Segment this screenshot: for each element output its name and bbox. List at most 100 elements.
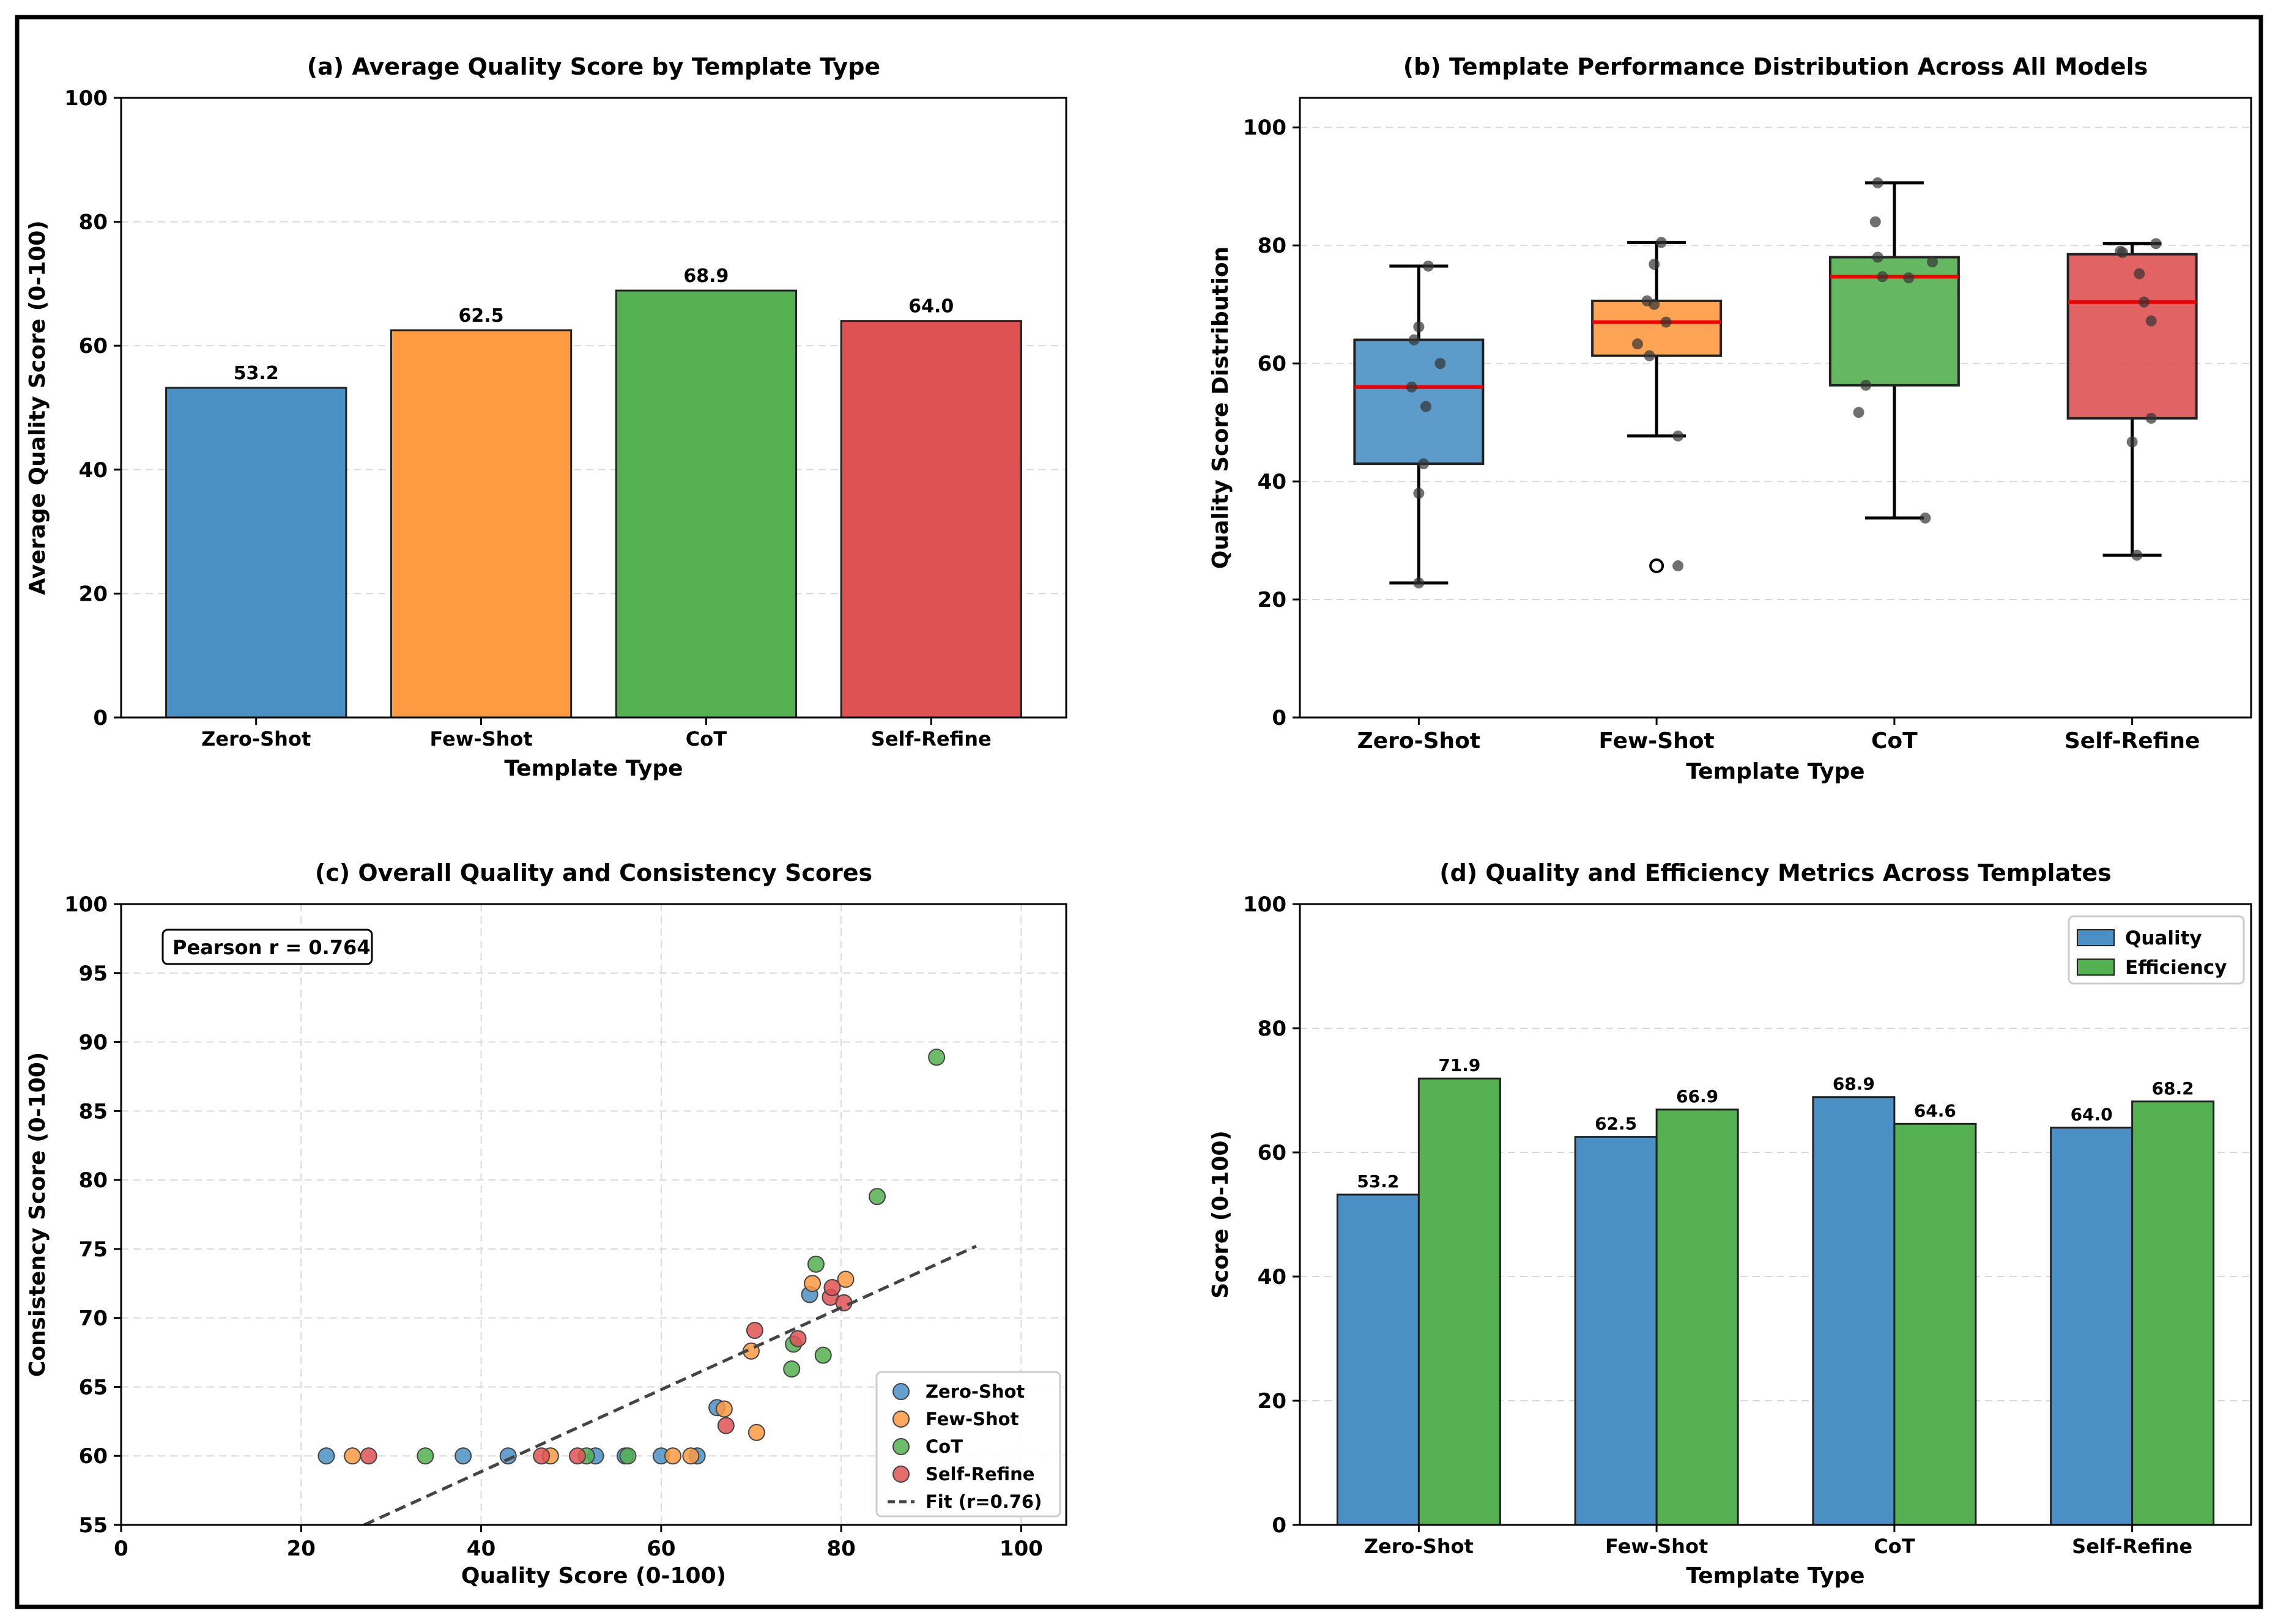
y-tick-label: 100 <box>1243 892 1286 917</box>
y-tick-label: 20 <box>1258 588 1286 612</box>
y-tick-label: 55 <box>79 1513 108 1538</box>
pearson-annotation: Pearson r = 0.764 <box>173 936 371 959</box>
y-tick-label: 60 <box>1258 1141 1286 1165</box>
scatter-point <box>928 1048 946 1066</box>
y-tick-label: 40 <box>1258 470 1286 494</box>
bar-quality-cot <box>1812 1096 1896 1526</box>
y-tick-label: 0 <box>1272 1513 1286 1538</box>
bar-value-label: 64.6 <box>1914 1100 1956 1121</box>
legend-label: Self-Refine <box>926 1464 1034 1485</box>
outlier-point <box>1649 558 1664 574</box>
bar-value-label: 53.2 <box>1357 1171 1399 1192</box>
jitter-point <box>1672 560 1684 572</box>
bar-value-label: 68.2 <box>2152 1078 2194 1099</box>
y-tick-label: 0 <box>1272 706 1286 730</box>
fit-line <box>363 1245 977 1527</box>
jitter-point <box>1413 488 1425 499</box>
x-axis-label: Template Type <box>1686 759 1864 784</box>
bar-few-shot <box>390 329 573 719</box>
x-tick-label: Self-Refine <box>871 727 992 751</box>
legend-label: Quality <box>2125 927 2202 949</box>
x-tick-label: Few-Shot <box>1599 729 1715 754</box>
jitter-point <box>1649 298 1660 310</box>
jitter-point <box>1413 321 1425 333</box>
scatter-point <box>664 1447 681 1465</box>
y-tick-label: 80 <box>79 1168 108 1193</box>
box-iqr <box>1591 299 1723 357</box>
x-tick-label: 80 <box>826 1537 855 1561</box>
y-tick-label: 95 <box>79 962 108 986</box>
jitter-point <box>2150 238 2162 250</box>
jitter-point <box>2145 315 2157 327</box>
legend-label: CoT <box>926 1436 963 1457</box>
jitter-point <box>1672 430 1684 442</box>
legend-marker <box>2077 958 2115 976</box>
bar-quality-self-refine <box>2050 1126 2134 1526</box>
x-tick-label: Zero-Shot <box>201 727 311 751</box>
box-few-shot <box>1591 237 1723 574</box>
jitter-point <box>1853 407 1864 418</box>
jitter-point <box>1927 256 1939 268</box>
jitter-point <box>1418 458 1430 470</box>
panel-a-bar-chart: 0 20 40 60 80 100 (a) Average Quality Score by… <box>25 53 1067 781</box>
x-axis-label: Template Type <box>1686 1563 1864 1589</box>
jitter-point <box>1877 271 1888 283</box>
plot-frame <box>1299 97 2252 719</box>
scatter-point <box>746 1321 763 1339</box>
scatter-point <box>569 1447 587 1465</box>
legend-label: Zero-Shot <box>926 1381 1025 1402</box>
bar-value-label: 62.5 <box>459 305 504 327</box>
scatter-point <box>823 1279 841 1297</box>
x-tick-label: Few-Shot <box>429 727 532 751</box>
scatter-point <box>682 1447 700 1465</box>
legend-label: Efficiency <box>2125 957 2227 979</box>
jitter-point <box>1903 272 1915 284</box>
scatter-point <box>715 1400 733 1418</box>
y-tick-label: 40 <box>1258 1265 1286 1289</box>
y-tick-label: 80 <box>79 210 108 235</box>
bar-value-label: 62.5 <box>1595 1114 1637 1134</box>
scatter-point <box>360 1447 377 1465</box>
y-tick-label: 85 <box>79 1099 108 1124</box>
legend-marker <box>892 1411 910 1428</box>
legend-label: Few-Shot <box>926 1409 1019 1429</box>
y-tick-label: 65 <box>79 1375 108 1400</box>
bar-value-label: 66.9 <box>1676 1086 1718 1107</box>
y-tick-label: 80 <box>1258 1017 1286 1041</box>
x-tick-label: 60 <box>647 1537 675 1561</box>
y-axis-label: Quality Score Distribution <box>1208 247 1233 569</box>
x-tick-label: 20 <box>287 1537 316 1561</box>
scatter-point <box>748 1423 765 1441</box>
jitter-point <box>1660 316 1672 328</box>
bar-quality-few-shot <box>1574 1136 1658 1526</box>
x-tick-label: 40 <box>467 1537 495 1561</box>
jitter-point <box>1408 334 1420 346</box>
legend-box <box>875 1371 1061 1518</box>
x-tick-label: CoT <box>1874 1535 1915 1558</box>
jitter-point <box>1655 237 1667 248</box>
bar-self-refine <box>840 320 1022 719</box>
scatter-series-cot <box>417 1048 946 1465</box>
chart-title: (c) Overall Quality and Consistency Scor… <box>315 859 872 886</box>
y-tick-label: 100 <box>64 892 108 917</box>
x-axis-label: Quality Score (0-100) <box>461 1563 726 1589</box>
scatter-point <box>533 1447 551 1465</box>
x-tick-label: Few-Shot <box>1605 1535 1708 1558</box>
scatter-point <box>417 1447 434 1465</box>
chart-title: (a) Average Quality Score by Template Ty… <box>307 53 880 80</box>
plot-frame <box>1299 903 2252 1526</box>
x-tick-label: Self-Refine <box>2065 729 2200 754</box>
jitter-point <box>1920 512 1931 524</box>
y-tick-label: 70 <box>79 1307 108 1331</box>
legend-marker <box>892 1466 910 1483</box>
scatter-series-self-refine <box>360 1279 853 1465</box>
box-iqr <box>1353 338 1485 465</box>
y-tick-label: 60 <box>1258 352 1286 376</box>
x-tick-label: CoT <box>686 727 727 751</box>
scatter-point <box>619 1447 637 1465</box>
bar-value-label: 68.9 <box>1833 1074 1875 1094</box>
y-axis-label: Consistency Score (0-100) <box>25 1052 50 1377</box>
jitter-point <box>1413 577 1425 589</box>
bar-value-label: 53.2 <box>234 363 279 384</box>
